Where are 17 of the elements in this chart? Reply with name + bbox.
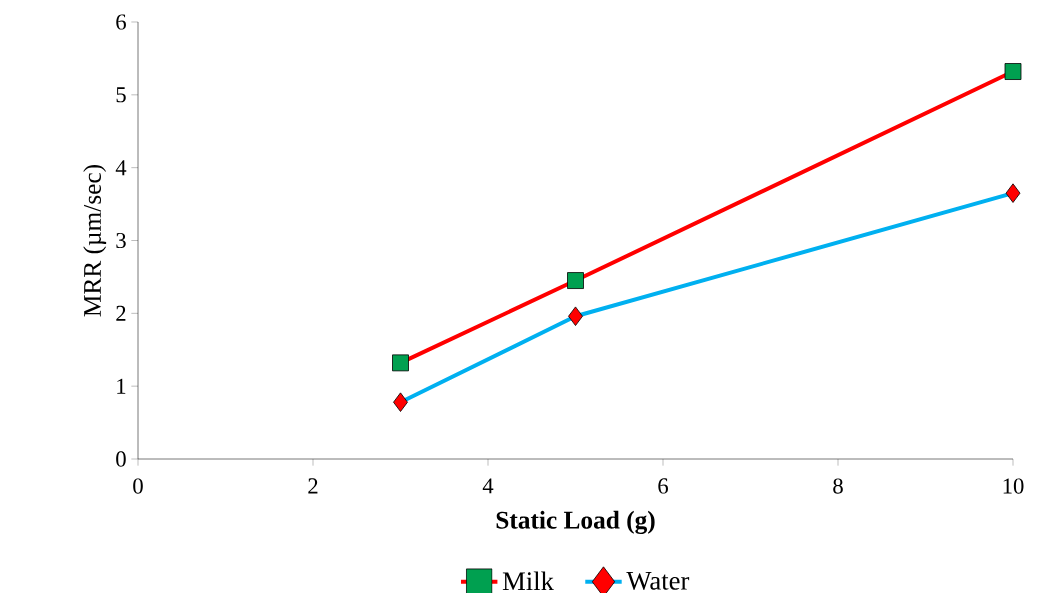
legend-label: Milk — [502, 571, 554, 590]
legend-label: Water — [626, 572, 690, 590]
x-tick-label: 0 — [133, 478, 143, 494]
y-axis-title: MRR (µm/sec) — [83, 165, 107, 317]
x-tick-label: 10 — [1003, 478, 1024, 494]
y-tick-label: 1 — [117, 378, 126, 394]
y-tick-label: 4 — [115, 160, 127, 176]
x-tick-label: 4 — [482, 478, 494, 494]
y-tick-label: 5 — [116, 87, 126, 103]
y-tick-label: 2 — [116, 305, 126, 321]
y-tick-label: 3 — [116, 232, 126, 249]
x-tick-label: 8 — [833, 478, 843, 494]
x-tick-label: 6 — [658, 478, 669, 494]
y-tick-label: 6 — [116, 14, 126, 30]
x-tick-label: 2 — [308, 478, 318, 494]
y-tick-label: 0 — [116, 451, 126, 467]
x-axis-title: Static Load (g) — [496, 510, 655, 534]
